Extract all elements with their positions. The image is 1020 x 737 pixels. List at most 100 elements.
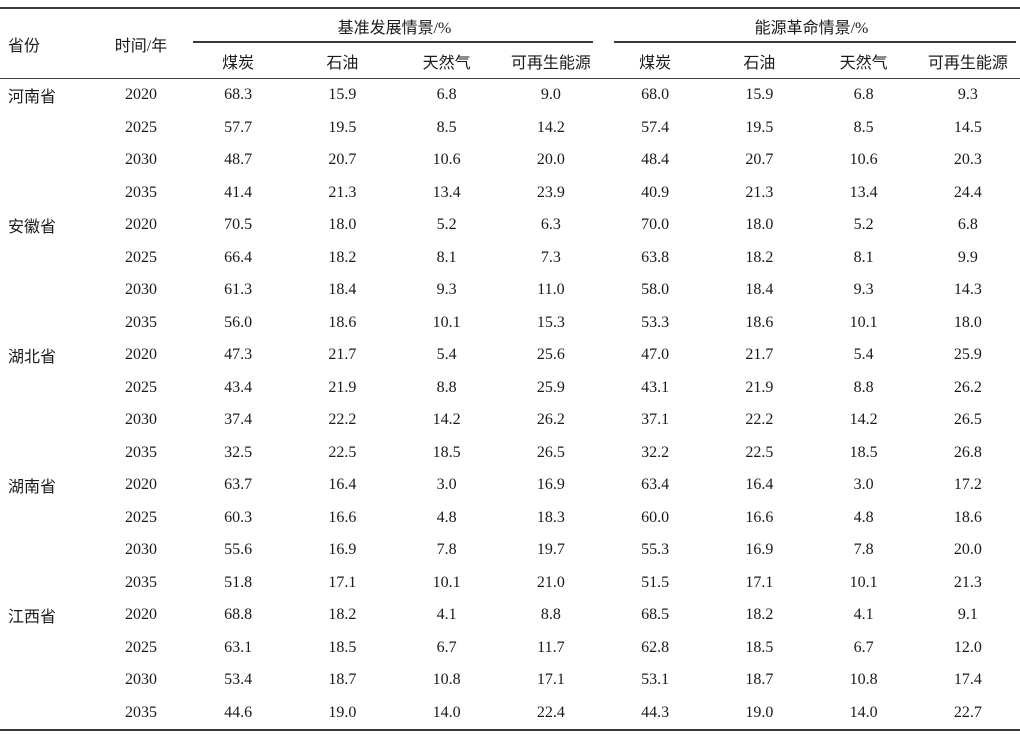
value-cell: 21.9 xyxy=(328,378,357,396)
value-cell: 7.3 xyxy=(540,248,561,266)
province-cell xyxy=(0,307,96,340)
value-cell: 37.1 xyxy=(641,411,670,429)
value-cell: 9.3 xyxy=(853,281,874,299)
table-row: 2025 63.1 18.5 6.7 11.7 62.8 18.5 6.7 12.0 xyxy=(0,632,1020,665)
value-cell: 70.0 xyxy=(641,216,670,234)
header-baseline-coal: 煤炭 xyxy=(186,43,291,79)
value-cell: 18.6 xyxy=(328,313,357,331)
value-cell: 63.7 xyxy=(224,476,253,494)
value-cell: 10.1 xyxy=(432,313,461,331)
value-cell: 4.8 xyxy=(436,508,457,526)
value-cell: 6.8 xyxy=(957,216,978,234)
value-cell: 24.4 xyxy=(953,183,982,201)
value-cell: 7.8 xyxy=(436,541,457,559)
value-cell: 14.0 xyxy=(432,703,461,721)
value-cell: 6.7 xyxy=(436,638,457,656)
energy-scenario-table-wrap: 省份 时间/年 基准发展情景/% 能源革命情景/% 煤炭 石油 天然气 可再生能… xyxy=(0,7,1020,731)
table-row: 2025 43.4 21.9 8.8 25.9 43.1 21.9 8.8 26.2 xyxy=(0,372,1020,405)
value-cell: 18.7 xyxy=(328,671,357,689)
province-cell xyxy=(0,404,96,437)
value-cell: 15.3 xyxy=(536,313,565,331)
year-cell: 2030 xyxy=(125,151,157,169)
value-cell: 17.1 xyxy=(328,573,357,591)
year-cell: 2025 xyxy=(125,248,157,266)
table-row: 2025 60.3 16.6 4.8 18.3 60.0 16.6 4.8 18.6 xyxy=(0,502,1020,535)
value-cell: 11.7 xyxy=(537,638,565,656)
province-cell xyxy=(0,534,96,567)
year-cell: 2035 xyxy=(125,183,157,201)
value-cell: 8.8 xyxy=(436,378,457,396)
value-cell: 48.7 xyxy=(224,151,253,169)
value-cell: 53.3 xyxy=(641,313,670,331)
header-baseline-gas: 天然气 xyxy=(394,43,499,79)
value-cell: 3.0 xyxy=(853,476,874,494)
value-cell: 23.9 xyxy=(536,183,565,201)
header-group-revolution: 能源革命情景/% xyxy=(603,9,1020,43)
value-cell: 57.4 xyxy=(641,118,670,136)
value-cell: 19.5 xyxy=(328,118,357,136)
table-row: 2030 37.4 22.2 14.2 26.2 37.1 22.2 14.2 26.5 xyxy=(0,404,1020,437)
table-row: 2030 53.4 18.7 10.8 17.1 53.1 18.7 10.8 17.4 xyxy=(0,664,1020,697)
value-cell: 16.6 xyxy=(328,508,357,526)
header-revolution-gas: 天然气 xyxy=(811,43,916,79)
header-sub-row: 煤炭 石油 天然气 可再生能源 煤炭 石油 天然气 可再生能源 xyxy=(0,43,1020,79)
table-row: 2025 66.4 18.2 8.1 7.3 63.8 18.2 8.1 9.9 xyxy=(0,242,1020,275)
value-cell: 6.7 xyxy=(853,638,874,656)
province-cell: 湖南省 xyxy=(8,479,57,497)
year-cell: 2030 xyxy=(125,541,157,559)
value-cell: 20.0 xyxy=(953,541,982,559)
value-cell: 32.2 xyxy=(641,443,670,461)
value-cell: 10.6 xyxy=(849,151,878,169)
value-cell: 68.8 xyxy=(224,606,253,624)
table-row: 2030 48.7 20.7 10.6 20.0 48.4 20.7 10.6 20.3 xyxy=(0,144,1020,177)
header-revolution-oil: 石油 xyxy=(707,43,812,79)
value-cell: 9.9 xyxy=(957,248,978,266)
header-group-row: 省份 时间/年 基准发展情景/% 能源革命情景/% xyxy=(0,9,1020,79)
value-cell: 18.5 xyxy=(432,443,461,461)
table-row: 湖南省 2020 63.7 16.4 3.0 16.9 63.4 16.4 3.0 17.2 xyxy=(0,469,1020,502)
value-cell: 17.1 xyxy=(745,573,774,591)
value-cell: 55.3 xyxy=(641,541,670,559)
year-cell: 2020 xyxy=(125,216,157,234)
value-cell: 18.2 xyxy=(328,248,357,266)
header-group-revolution-label: 能源革命情景/% xyxy=(754,20,869,37)
province-cell: 河南省 xyxy=(8,89,57,107)
value-cell: 18.5 xyxy=(328,638,357,656)
value-cell: 40.9 xyxy=(641,183,670,201)
value-cell: 41.4 xyxy=(224,183,253,201)
year-cell: 2030 xyxy=(125,281,157,299)
header-group-baseline: 基准发展情景/% xyxy=(186,9,603,43)
value-cell: 15.9 xyxy=(328,86,357,104)
province-cell xyxy=(0,697,96,730)
province-cell xyxy=(0,144,96,177)
value-cell: 21.3 xyxy=(328,183,357,201)
value-cell: 9.0 xyxy=(540,86,561,104)
value-cell: 57.7 xyxy=(224,118,253,136)
value-cell: 14.2 xyxy=(849,411,878,429)
table-row: 2025 57.7 19.5 8.5 14.2 57.4 19.5 8.5 14.5 xyxy=(0,112,1020,145)
value-cell: 51.8 xyxy=(224,573,253,591)
value-cell: 18.0 xyxy=(328,216,357,234)
value-cell: 18.2 xyxy=(745,606,774,624)
value-cell: 20.3 xyxy=(953,151,982,169)
value-cell: 18.7 xyxy=(745,671,774,689)
value-cell: 9.3 xyxy=(957,86,978,104)
value-cell: 63.4 xyxy=(641,476,670,494)
value-cell: 7.8 xyxy=(853,541,874,559)
value-cell: 18.5 xyxy=(745,638,774,656)
value-cell: 11.0 xyxy=(537,281,565,299)
value-cell: 61.3 xyxy=(224,281,253,299)
province-cell: 湖北省 xyxy=(8,349,57,367)
value-cell: 68.3 xyxy=(224,86,253,104)
value-cell: 9.1 xyxy=(957,606,978,624)
province-cell xyxy=(0,567,96,600)
value-cell: 18.3 xyxy=(536,508,565,526)
header-revolution-renewable: 可再生能源 xyxy=(915,43,1020,79)
year-cell: 2025 xyxy=(125,378,157,396)
year-cell: 2020 xyxy=(125,346,157,364)
table-row: 2035 44.6 19.0 14.0 22.4 44.3 19.0 14.0 22.7 xyxy=(0,697,1020,730)
table-row: 2035 56.0 18.6 10.1 15.3 53.3 18.6 10.1 18.0 xyxy=(0,307,1020,340)
value-cell: 70.5 xyxy=(224,216,253,234)
value-cell: 18.5 xyxy=(849,443,878,461)
value-cell: 10.6 xyxy=(432,151,461,169)
